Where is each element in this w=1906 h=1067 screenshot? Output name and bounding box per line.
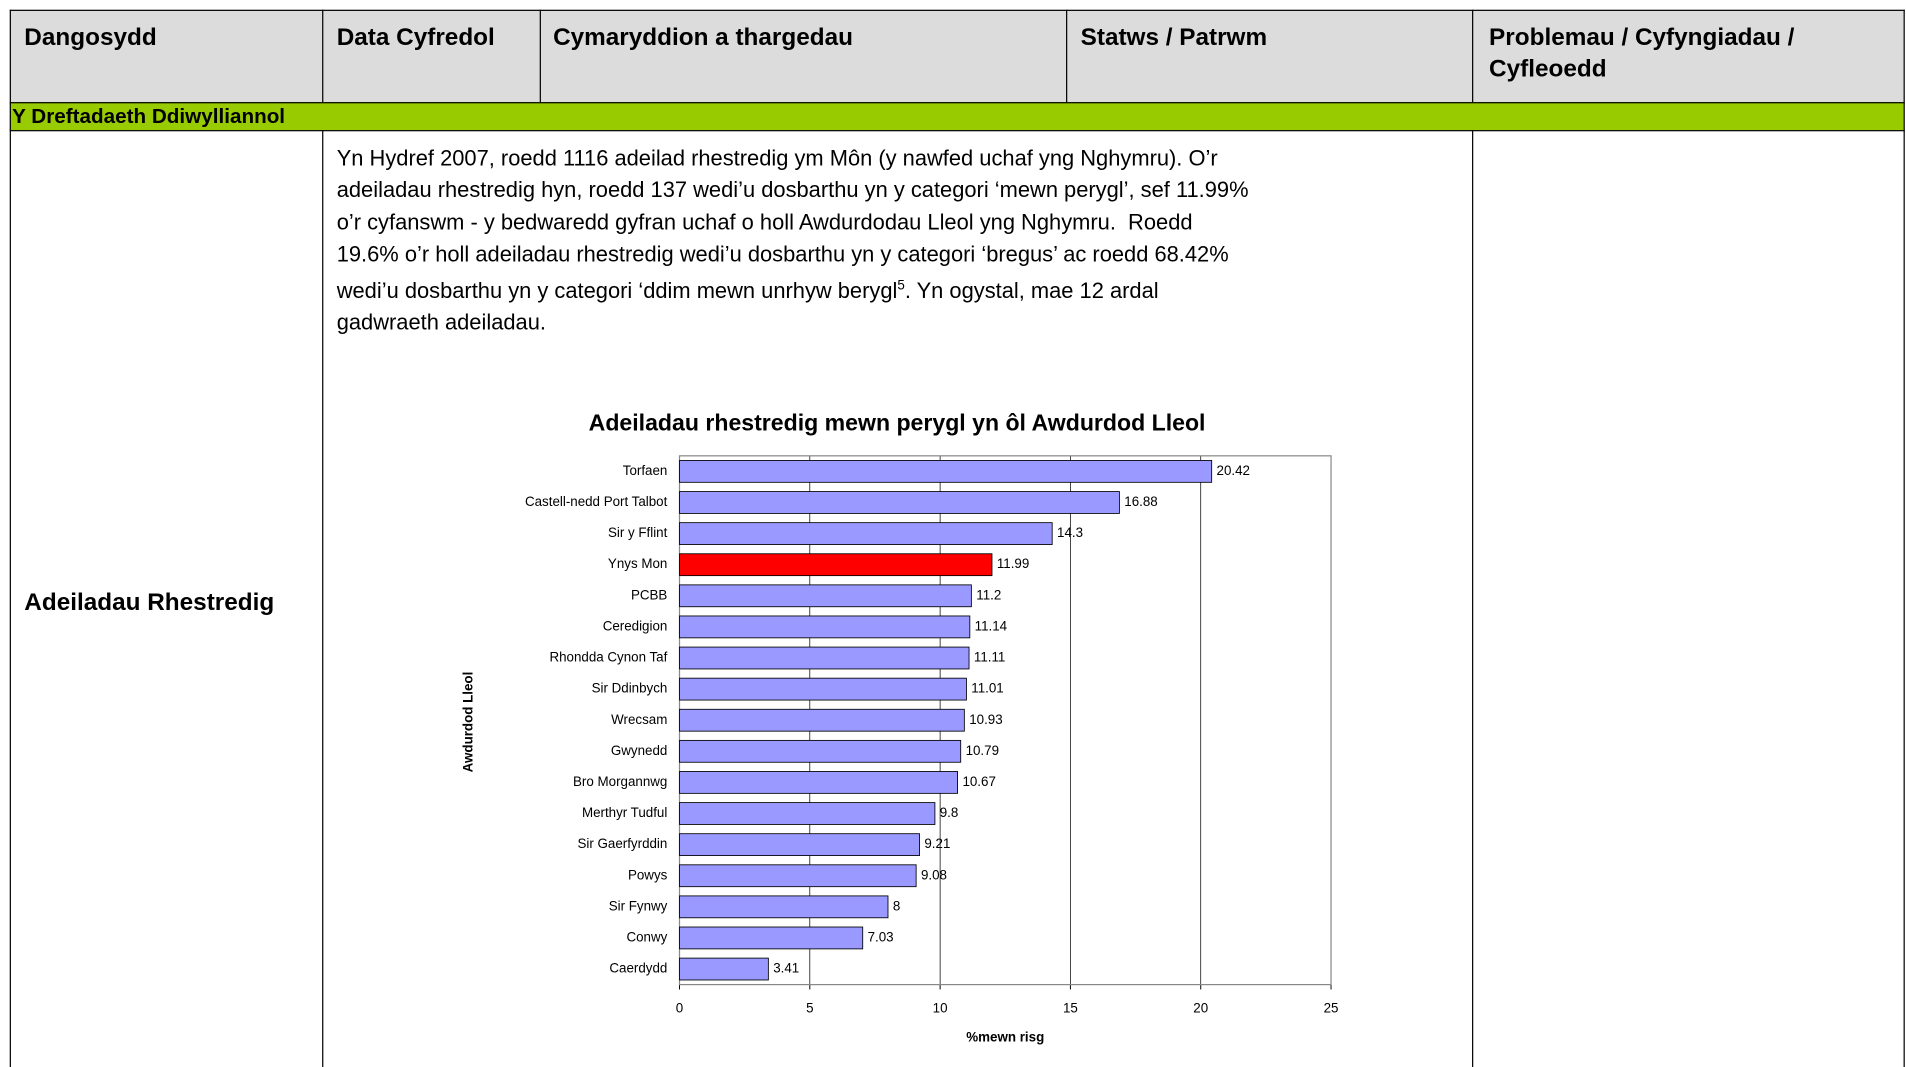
line: gadwraeth adeiladau.	[336, 310, 546, 335]
bar	[679, 646, 970, 670]
value-label: 9.21	[924, 836, 950, 851]
x-tick-label: 5	[806, 1000, 813, 1015]
y-tick-label: Ynys Mon	[608, 556, 667, 571]
y-tick-label: Wrecsam	[611, 712, 667, 727]
bar	[679, 864, 917, 888]
y-tick-label: Merthyr Tudful	[582, 805, 667, 820]
y-tick-label: Ceredigion	[603, 618, 668, 633]
y-tick-label: Caerdydd	[609, 961, 667, 976]
x-tick-label: 20	[1193, 1000, 1208, 1015]
x-tick-label: 10	[933, 1000, 948, 1015]
line: Yn Hydref 2007, roedd 1116 adeilad rhest…	[336, 145, 1218, 171]
header-cell: Dangosydd	[24, 24, 157, 52]
value-label: 11.99	[997, 556, 1029, 571]
header-cell: Statws / Patrwm	[1080, 24, 1268, 52]
x-tick-label: 25	[1324, 1000, 1339, 1015]
value-label: 9.08	[921, 867, 947, 882]
value-label: 14.3	[1057, 525, 1083, 540]
y-tick-label: Gwynedd	[611, 743, 667, 758]
chart-title: Adeiladau rhestredig mewn perygl yn ôl A…	[589, 409, 1206, 435]
y-tick-label: Conwy	[626, 929, 667, 944]
line: o’r cyfanswm - y bedwaredd gyfran uchaf …	[336, 209, 1193, 235]
value-label: 10.79	[966, 743, 999, 758]
x-tick-label: 0	[676, 1000, 683, 1015]
value-label: 10.67	[962, 774, 995, 789]
bar	[679, 584, 972, 608]
value-label: 20.42	[1217, 463, 1250, 478]
section-bg	[9, 102, 1904, 131]
value-label: 11.11	[974, 650, 1005, 665]
bar	[679, 739, 962, 763]
value-label: 16.88	[1124, 494, 1157, 509]
value-label: 11.01	[971, 681, 1003, 696]
y-tick-label: Sir Ddinbych	[592, 681, 668, 696]
line: adeiladau rhestredig hyn, roedd 137 wedi…	[336, 177, 1249, 203]
bar	[679, 926, 864, 950]
value-label: 8	[893, 898, 900, 913]
bar	[679, 957, 769, 981]
bar	[679, 460, 1213, 483]
line: wedi’u dosbarthu yn y categori ‘ddim mew…	[336, 278, 898, 303]
value-label: 10.93	[969, 712, 1002, 727]
y-tick-label: Bro Morgannwg	[573, 774, 667, 789]
bar	[679, 553, 993, 577]
bar	[679, 771, 959, 794]
y-tick-label: PCBB	[631, 587, 667, 602]
x-tick-label: 15	[1063, 1000, 1078, 1015]
value-label: 7.03	[868, 929, 894, 944]
value-label: 3.41	[773, 961, 799, 976]
bar	[679, 615, 971, 639]
line: 19.6% o’r holl adeiladau rhestredig wedi…	[336, 241, 1229, 267]
header-cell: Cymaryddion a thargedau	[553, 24, 853, 52]
section-title: Y Dreftadaeth Ddiwylliannol	[12, 104, 286, 128]
y-tick-label: Sir y Fflint	[608, 525, 668, 540]
paragraph: Yn Hydref 2007, roedd 1116 adeilad rhest…	[337, 142, 1249, 339]
header-cell: Problemau / Cyfyngiadau / Cyfleoedd	[1489, 24, 1795, 83]
y-tick-label: Powys	[628, 867, 668, 882]
y-tick-label: Sir Gaerfyrddin	[577, 836, 667, 851]
y-tick-label: Sir Fynwy	[609, 898, 668, 913]
bar	[679, 802, 936, 825]
value-label: 11.2	[976, 587, 1001, 602]
bar	[679, 833, 920, 857]
line: . Yn ogystal, mae 12 ardal	[904, 278, 1159, 303]
x-axis-label: %mewn risg	[966, 1030, 1044, 1045]
bar	[679, 491, 1120, 514]
header-bg	[9, 9, 1904, 103]
y-axis-label: Awdurdod Lleol	[461, 672, 476, 773]
y-tick-label: Castell-nedd Port Talbot	[525, 494, 668, 509]
y-tick-label: Rhondda Cynon Taf	[549, 650, 667, 665]
bar	[679, 677, 967, 701]
header-cell: Data Cyfredol	[336, 24, 495, 52]
bar	[679, 522, 1053, 545]
footnote: 5	[897, 278, 905, 294]
value-label: 9.8	[940, 805, 959, 820]
bar	[679, 895, 889, 919]
bar	[679, 708, 965, 732]
value-label: 11.14	[975, 618, 1008, 633]
y-tick-label: Torfaen	[623, 463, 668, 478]
row-label: Adeiladau Rhestredig	[24, 589, 275, 617]
